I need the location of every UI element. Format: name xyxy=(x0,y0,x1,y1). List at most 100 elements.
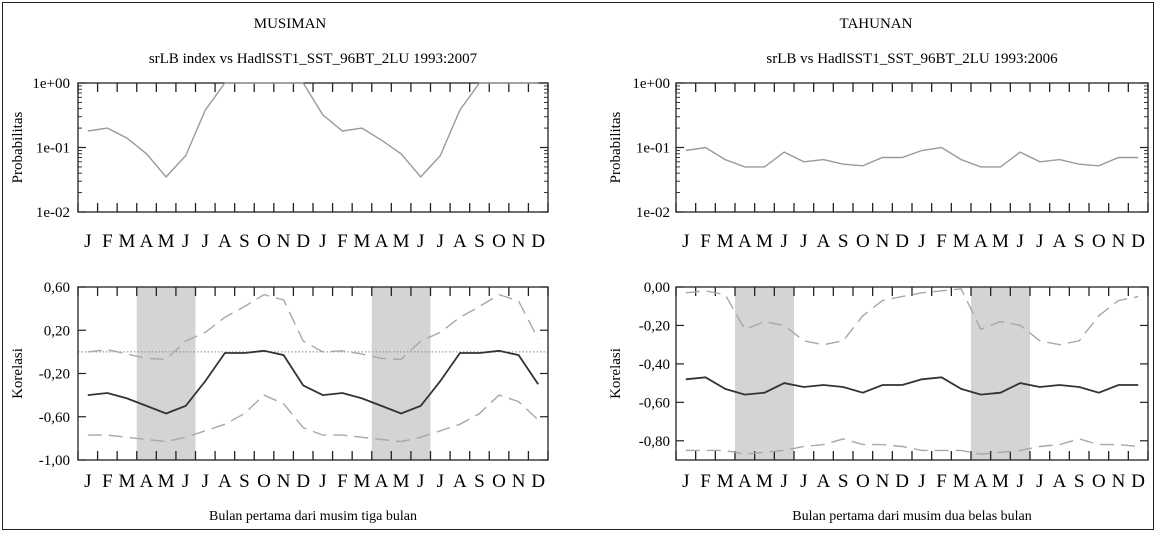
x-tick-label: A xyxy=(218,231,232,252)
x-tick-label: J xyxy=(437,231,444,252)
x-tick-label: J xyxy=(800,471,807,492)
series-line-solid-dark xyxy=(87,349,539,415)
x-tick-label: D xyxy=(296,231,310,252)
x-tick-label: S xyxy=(1074,231,1085,252)
x-tick-label: F xyxy=(936,471,947,492)
x-tick-label: J xyxy=(202,231,209,252)
x-tick-label: J xyxy=(780,471,787,492)
x-tick-label: J xyxy=(182,231,189,252)
x-tick-label: O xyxy=(856,231,870,252)
chart-title: srLB vs HadlSST1_SST_96BT_2LU 1993:2006 xyxy=(766,51,1058,67)
y-tick-label: 0,00 xyxy=(644,280,670,296)
x-tick-label: A xyxy=(375,231,389,252)
x-tick-label: O xyxy=(492,471,506,492)
x-tick-label: A xyxy=(974,231,988,252)
x-tick-label: M xyxy=(992,471,1009,492)
y-tick-label: -1,00 xyxy=(39,453,70,469)
x-tick-label: A xyxy=(453,231,467,252)
y-tick-label: 1e-02 xyxy=(636,205,670,221)
shaded-season-0 xyxy=(136,287,196,460)
x-tick-label: A xyxy=(1053,231,1067,252)
x-tick-label: J xyxy=(84,231,91,252)
x-axis-label: Bulan pertama dari musim dua belas bulan xyxy=(792,509,1032,524)
x-tick-label: A xyxy=(738,231,752,252)
x-axis-label: Bulan pertama dari musim tiga bulan xyxy=(209,509,417,524)
x-tick-label: M xyxy=(393,231,410,252)
x-tick-label: N xyxy=(876,231,890,252)
x-tick-label: M xyxy=(717,471,734,492)
x-tick-label: J xyxy=(202,471,209,492)
y-tick-label: 0,60 xyxy=(44,280,70,296)
x-tick-label: D xyxy=(531,471,545,492)
x-tick-label: M xyxy=(119,471,136,492)
x-tick-label: A xyxy=(375,471,389,492)
x-tick-label: S xyxy=(1074,471,1085,492)
y-tick-label: 1e+00 xyxy=(32,76,70,92)
x-tick-label: S xyxy=(239,471,250,492)
x-tick-label: D xyxy=(531,231,545,252)
section-title-right: TAHUNAN xyxy=(840,16,913,32)
shaded-season-0 xyxy=(735,287,794,460)
y-tick-label: -0,80 xyxy=(639,434,670,450)
y-tick-label: -0,20 xyxy=(639,318,670,334)
x-tick-label: J xyxy=(1016,471,1023,492)
x-tick-label: J xyxy=(682,231,689,252)
series-line-solid-gray xyxy=(685,146,1139,168)
x-tick-label: A xyxy=(817,231,831,252)
x-tick-label: F xyxy=(700,231,711,252)
y-tick-label: -0,40 xyxy=(639,357,670,373)
series-line-dashed-upper xyxy=(87,293,539,361)
x-tick-label: M xyxy=(953,471,970,492)
y-tick-label: -0,60 xyxy=(39,410,70,426)
x-tick-label: M xyxy=(756,471,773,492)
x-tick-label: J xyxy=(918,231,925,252)
y-tick-label: 1e-02 xyxy=(36,205,70,221)
y-tick-label: -0,60 xyxy=(639,395,670,411)
y-axis-label: Korelasi xyxy=(608,348,624,399)
x-tick-label: J xyxy=(1036,471,1043,492)
series-line-dashed-lower xyxy=(87,394,539,443)
series-line-dashed-upper xyxy=(685,288,1139,346)
shaded-season-1 xyxy=(971,287,1030,460)
y-axis-label: Probabilitas xyxy=(10,112,26,184)
x-tick-label: J xyxy=(1036,231,1043,252)
x-tick-label: F xyxy=(337,471,348,492)
shaded-season-1 xyxy=(371,287,431,460)
x-tick-label: O xyxy=(1092,471,1106,492)
x-tick-label: S xyxy=(838,231,849,252)
x-tick-label: J xyxy=(417,231,424,252)
x-tick-label: O xyxy=(856,471,870,492)
x-tick-label: D xyxy=(895,231,909,252)
y-axis-label: Korelasi xyxy=(10,348,26,399)
x-tick-label: F xyxy=(700,471,711,492)
x-tick-label: N xyxy=(876,471,890,492)
x-tick-label: M xyxy=(119,231,136,252)
x-tick-label: N xyxy=(277,231,291,252)
x-tick-label: O xyxy=(1092,231,1106,252)
x-tick-label: J xyxy=(682,471,689,492)
y-axis-label: Probabilitas xyxy=(608,112,624,184)
x-tick-label: M xyxy=(992,231,1009,252)
x-tick-label: M xyxy=(393,471,410,492)
x-tick-label: A xyxy=(738,471,752,492)
x-tick-label: J xyxy=(84,471,91,492)
x-tick-label: O xyxy=(492,231,506,252)
y-tick-label: -0,20 xyxy=(39,367,70,383)
y-tick-label: 1e-01 xyxy=(636,141,670,157)
x-tick-label: S xyxy=(838,471,849,492)
x-tick-label: F xyxy=(936,231,947,252)
x-tick-label: F xyxy=(337,231,348,252)
x-tick-label: J xyxy=(780,231,787,252)
x-tick-label: N xyxy=(277,471,291,492)
plot-frame-2 xyxy=(675,82,1149,213)
x-tick-label: J xyxy=(182,471,189,492)
x-tick-label: A xyxy=(974,471,988,492)
x-tick-label: A xyxy=(140,231,154,252)
x-tick-label: J xyxy=(437,471,444,492)
x-tick-label: A xyxy=(453,471,467,492)
x-tick-label: S xyxy=(239,231,250,252)
x-tick-label: J xyxy=(1016,231,1023,252)
y-tick-label: 1e-01 xyxy=(36,141,70,157)
